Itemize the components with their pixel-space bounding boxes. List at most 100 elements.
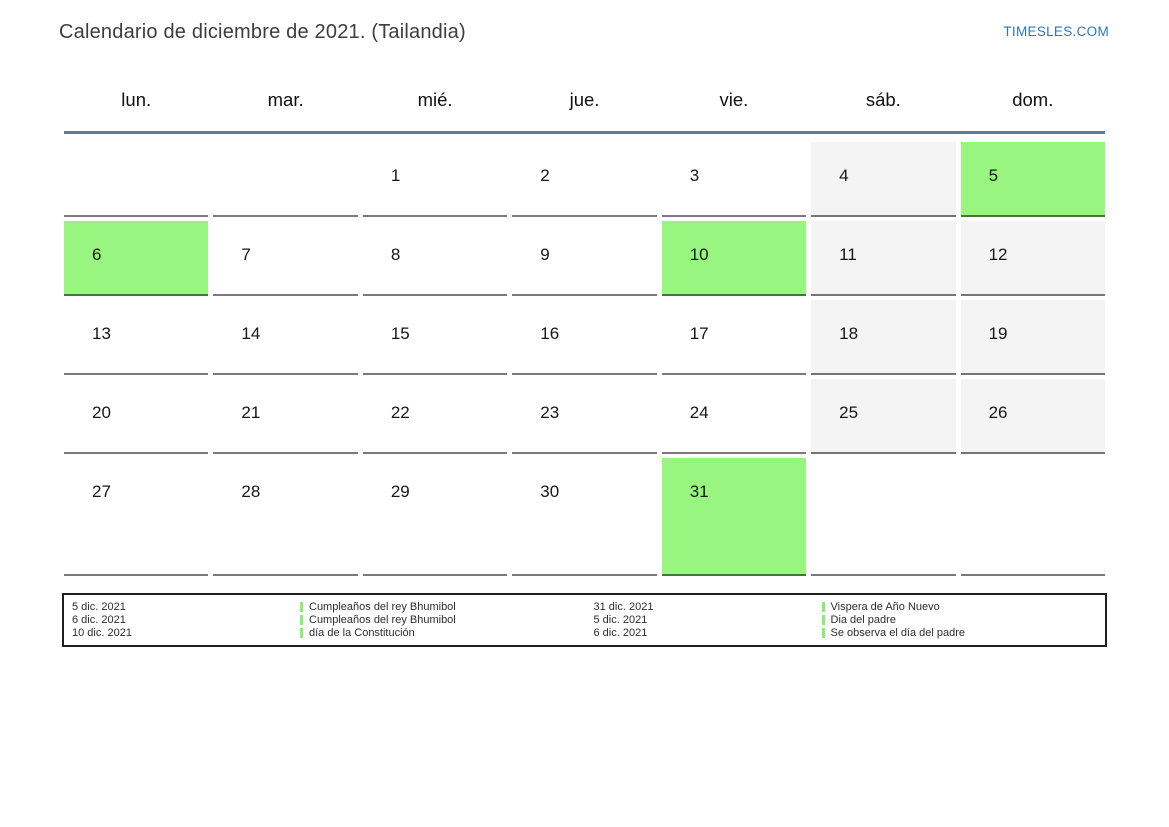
day-number: 6 — [92, 245, 102, 264]
day-cell-empty — [213, 142, 358, 217]
legend-row: 5 dic. 2021 Dia del padre — [594, 613, 1098, 626]
day-cell-13: 13 — [64, 300, 209, 375]
day-cell-18: 18 — [811, 300, 956, 375]
day-number: 9 — [540, 245, 550, 264]
legend-row: 10 dic. 2021 día de la Constitución — [72, 626, 576, 639]
day-cell-empty — [960, 458, 1105, 576]
day-cell-11: 11 — [811, 221, 956, 296]
event-marker-bar — [821, 614, 825, 625]
day-number: 18 — [839, 324, 859, 343]
calendar-grid: 1 2 3 4 5 6 7 8 9 10 11 12 13 14 15 16 17 18 19 20 21 22 23 24 2… — [64, 142, 1105, 576]
day-cell-28: 28 — [213, 458, 358, 576]
day-cell-22: 22 — [362, 379, 508, 454]
day-cell-2: 2 — [512, 142, 657, 217]
legend-row: 6 dic. 2021 Cumpleaños del rey Bhumibol — [72, 613, 576, 626]
day-cell-5: 5 — [960, 142, 1105, 217]
page-title: Calendario de diciembre de 2021. (Tailan… — [59, 21, 466, 43]
day-number: 2 — [540, 166, 550, 185]
legend-date: 31 dic. 2021 — [593, 600, 654, 613]
day-number: 4 — [839, 166, 849, 185]
day-number: 16 — [540, 324, 560, 343]
day-number: 7 — [241, 245, 251, 264]
day-number: 25 — [839, 403, 859, 422]
day-cell-empty — [64, 142, 209, 217]
day-number: 31 — [689, 482, 709, 501]
legend-date: 6 dic. 2021 — [593, 626, 648, 639]
legend-row: 5 dic. 2021 Cumpleaños del rey Bhumibol — [72, 600, 576, 613]
day-cell-30: 30 — [512, 458, 657, 576]
event-marker-bar — [821, 601, 825, 612]
day-cell-29: 29 — [362, 458, 508, 576]
day-header-fri: vie. — [719, 89, 749, 110]
day-cell-27: 27 — [64, 458, 209, 576]
legend-date: 5 dic. 2021 — [72, 600, 126, 613]
site-link[interactable]: TIMESLES.COM — [1003, 24, 1109, 39]
day-number: 27 — [92, 482, 111, 501]
header-divider-line — [64, 131, 1105, 134]
day-cell-25: 25 — [811, 379, 956, 454]
legend-event-name: día de la Constitución — [309, 626, 415, 639]
events-legend: 5 dic. 2021 Cumpleaños del rey Bhumibol … — [62, 593, 1107, 647]
event-marker-bar — [300, 627, 303, 638]
day-number: 19 — [988, 324, 1008, 343]
legend-row: 6 dic. 2021 Se observa el día del padre — [594, 626, 1098, 639]
day-number: 29 — [390, 482, 410, 501]
day-number: 5 — [988, 166, 999, 185]
day-number: 10 — [689, 245, 709, 264]
legend-event-name: Cumpleaños del rey Bhumibol — [309, 600, 456, 613]
day-cell-6: 6 — [64, 221, 209, 296]
day-cell-14: 14 — [213, 300, 358, 375]
day-cell-8: 8 — [362, 221, 508, 296]
day-cell-23: 23 — [512, 379, 657, 454]
day-header-tue: mar. — [267, 89, 304, 110]
day-header-mon: lun. — [121, 89, 152, 110]
day-number: 11 — [839, 245, 857, 264]
day-number: 21 — [241, 403, 261, 422]
day-cell-1: 1 — [362, 142, 508, 217]
day-number: 30 — [540, 482, 560, 501]
legend-event-name: Cumpleaños del rey Bhumibol — [309, 613, 456, 626]
event-marker-bar — [300, 614, 303, 625]
day-header-thu: jue. — [569, 89, 600, 110]
day-number: 17 — [689, 324, 709, 343]
page-header: Calendario de diciembre de 2021. (Tailan… — [0, 0, 1169, 44]
legend-event-name: Dia del padre — [830, 613, 896, 626]
day-number: 22 — [390, 403, 410, 422]
day-number: 8 — [390, 245, 401, 264]
day-number: 3 — [689, 166, 700, 185]
legend-column-left: 5 dic. 2021 Cumpleaños del rey Bhumibol … — [72, 600, 576, 639]
day-number: 28 — [241, 482, 261, 501]
day-cell-10: 10 — [661, 221, 807, 296]
event-marker-bar — [821, 627, 825, 638]
day-header-sat: sáb. — [865, 89, 901, 110]
day-number: 24 — [689, 403, 709, 422]
day-cell-3: 3 — [661, 142, 807, 217]
day-cell-7: 7 — [213, 221, 358, 296]
day-cell-15: 15 — [362, 300, 508, 375]
day-header-wed: mié. — [417, 89, 453, 110]
day-number: 26 — [988, 403, 1008, 422]
day-cell-12: 12 — [960, 221, 1105, 296]
day-number: 13 — [92, 324, 111, 343]
legend-column-right: 31 dic. 2021 Vispera de Año Nuevo 5 dic.… — [594, 600, 1098, 639]
day-cell-9: 9 — [512, 221, 657, 296]
legend-event-name: Se observa el día del padre — [830, 626, 966, 639]
day-cell-24: 24 — [661, 379, 807, 454]
day-cell-16: 16 — [512, 300, 657, 375]
legend-row: 31 dic. 2021 Vispera de Año Nuevo — [594, 600, 1098, 613]
legend-date: 10 dic. 2021 — [72, 626, 132, 639]
legend-date: 5 dic. 2021 — [593, 613, 648, 626]
day-number: 15 — [390, 324, 410, 343]
legend-event-name: Vispera de Año Nuevo — [830, 600, 940, 613]
day-cell-empty — [811, 458, 956, 576]
day-cell-31: 31 — [661, 458, 807, 576]
day-cell-4: 4 — [811, 142, 956, 217]
day-number: 20 — [92, 403, 111, 422]
event-marker-bar — [300, 601, 303, 612]
day-cell-20: 20 — [64, 379, 209, 454]
day-cell-17: 17 — [661, 300, 807, 375]
day-headers-row: lun. mar. mié. jue. vie. sáb. dom. — [64, 89, 1105, 131]
day-number: 14 — [241, 324, 261, 343]
legend-date: 6 dic. 2021 — [72, 613, 126, 626]
